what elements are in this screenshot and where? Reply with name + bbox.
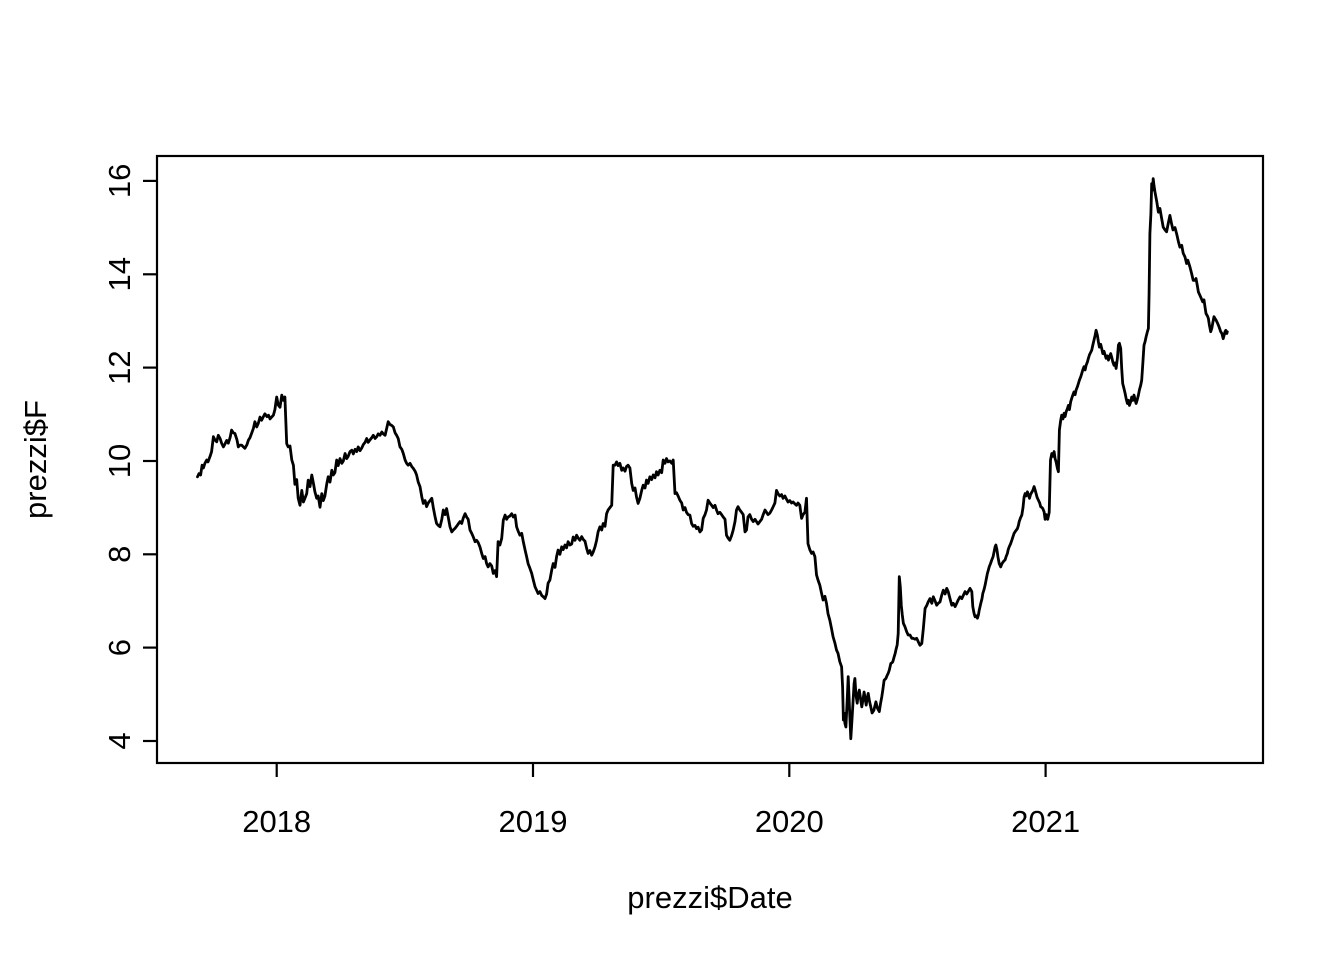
y-tick-label: 6	[102, 639, 137, 656]
y-tick-label: 14	[102, 257, 137, 291]
y-tick-label: 12	[102, 350, 137, 384]
x-tick-label: 2018	[242, 804, 311, 839]
plot-box	[155, 154, 1265, 765]
y-tick-label: 10	[102, 444, 137, 478]
y-axis-ticks: 4 6 8 10 12 14 16	[102, 164, 157, 750]
x-tick-label: 2021	[1011, 804, 1080, 839]
y-tick-label: 8	[102, 546, 137, 563]
x-tick-label: 2019	[499, 804, 568, 839]
x-axis-label: prezzi$Date	[627, 880, 792, 915]
y-tick-label: 4	[102, 732, 137, 749]
y-axis-label: prezzi$F	[18, 400, 53, 519]
y-tick-label: 16	[102, 164, 137, 198]
x-tick-label: 2020	[755, 804, 824, 839]
series-line	[196, 177, 1229, 741]
x-axis-ticks: 2018 2019 2020 2021	[242, 763, 1080, 839]
